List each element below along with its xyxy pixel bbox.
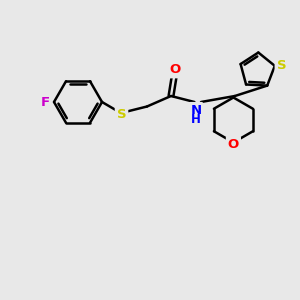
Text: O: O	[169, 63, 181, 76]
Text: S: S	[117, 107, 126, 121]
Text: H: H	[191, 113, 201, 126]
Text: O: O	[228, 137, 239, 151]
Text: N: N	[190, 104, 202, 117]
Text: F: F	[41, 95, 50, 109]
Text: S: S	[277, 59, 286, 72]
